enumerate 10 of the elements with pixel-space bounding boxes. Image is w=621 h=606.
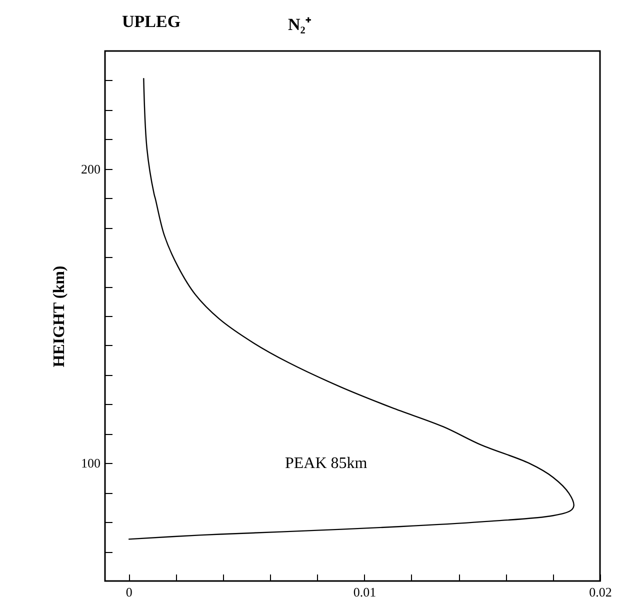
x-tick-label: 0.01 (353, 584, 376, 600)
annotation: PEAK 85km (285, 455, 368, 472)
x-tick-label: 0.02 (589, 584, 612, 600)
y-tick-label: 200 (81, 161, 100, 176)
y-tick-label: 100 (81, 456, 100, 471)
chart-subtitle: N₂⁺ (288, 14, 312, 35)
chart-title: UPLEG (122, 12, 181, 32)
x-tick-label: 0 (126, 584, 132, 600)
y-axis-title: HEIGHT (km) (51, 266, 68, 368)
line-series (128, 77, 574, 540)
